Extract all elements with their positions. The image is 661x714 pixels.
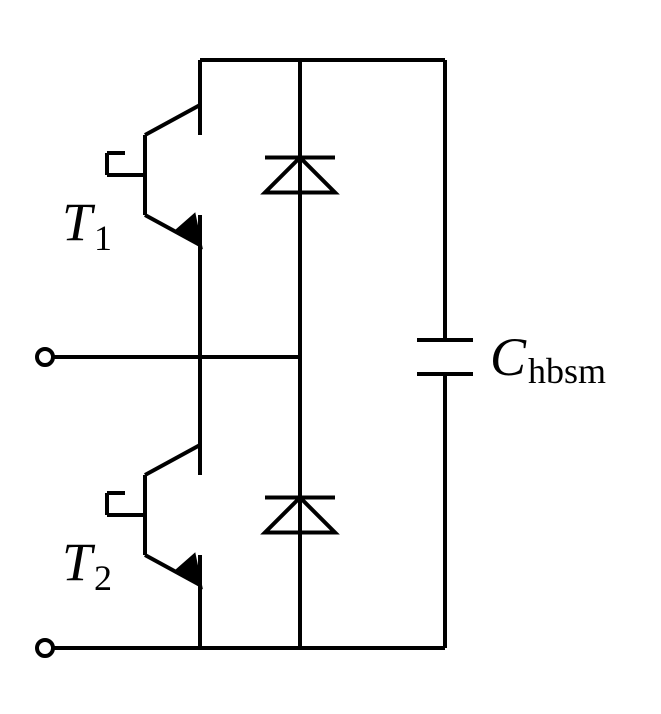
c-label-sub: hbsm	[528, 351, 606, 391]
igbt1-collector-diag	[145, 105, 200, 135]
circuit-diagram: T1T2Chbsm	[0, 0, 661, 714]
t1-label-sub: 1	[94, 218, 112, 258]
t2-label-main: T	[62, 532, 96, 592]
t1-label-main: T	[62, 192, 96, 252]
igbt2-collector-diag	[145, 445, 200, 475]
t2-label-sub: 2	[94, 558, 112, 598]
terminal-top-icon	[37, 349, 53, 365]
c-label-main: C	[490, 327, 527, 387]
terminal-bottom-icon	[37, 640, 53, 656]
